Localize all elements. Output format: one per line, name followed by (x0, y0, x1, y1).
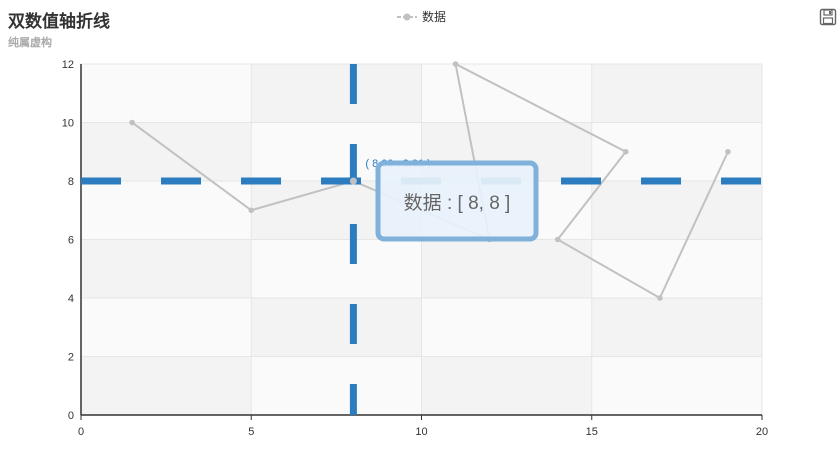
grid-band (81, 64, 252, 123)
grid-band (421, 64, 592, 123)
grid-band (81, 122, 252, 181)
grid-band (81, 356, 252, 415)
data-point (623, 148, 629, 155)
grid-band (251, 239, 422, 298)
grid-band (81, 181, 252, 240)
data-point (452, 61, 459, 67)
save-image-icon[interactable] (819, 8, 837, 26)
grid-band (81, 298, 252, 357)
x-tick-label: 5 (248, 426, 254, 438)
x-tick-label: 0 (78, 426, 84, 438)
y-tick-label: 8 (68, 176, 74, 188)
x-tick-label: 15 (586, 426, 598, 438)
grid-band (591, 239, 762, 298)
data-point (725, 148, 731, 155)
data-point (554, 236, 561, 243)
legend-item[interactable]: 数据 (396, 8, 446, 25)
x-tick-label: 20 (756, 426, 768, 438)
grid-band (591, 181, 762, 240)
grid-band (591, 356, 762, 415)
y-tick-label: 0 (68, 410, 74, 422)
grid-band (251, 64, 422, 123)
y-tick-label: 4 (68, 293, 74, 305)
chart-subtitle: 纯属虚构 (8, 37, 52, 49)
y-tick-label: 12 (62, 59, 74, 71)
grid-band (81, 239, 252, 298)
grid-band (251, 356, 422, 415)
grid-band (591, 64, 762, 123)
grid-band (421, 239, 592, 298)
hover-point (349, 177, 357, 185)
y-tick-label: 6 (68, 235, 74, 247)
grid-band (591, 122, 762, 181)
grid-band (591, 298, 762, 357)
grid-band (251, 298, 422, 357)
data-point (248, 207, 255, 214)
tooltip-box (375, 160, 539, 242)
y-tick-label: 2 (68, 352, 74, 364)
legend-label: 数据 (422, 10, 447, 24)
x-tick-label: 10 (415, 426, 427, 438)
data-point (657, 295, 663, 301)
y-tick-label: 10 (62, 118, 74, 130)
legend-line-icon (397, 13, 417, 20)
grid-band (421, 356, 592, 415)
data-point (129, 119, 135, 126)
tooltip-text: 数据 : [ 8, 8 ] (404, 192, 511, 214)
grid-band (421, 298, 592, 357)
chart-title: 双数值轴折线 (8, 12, 110, 31)
